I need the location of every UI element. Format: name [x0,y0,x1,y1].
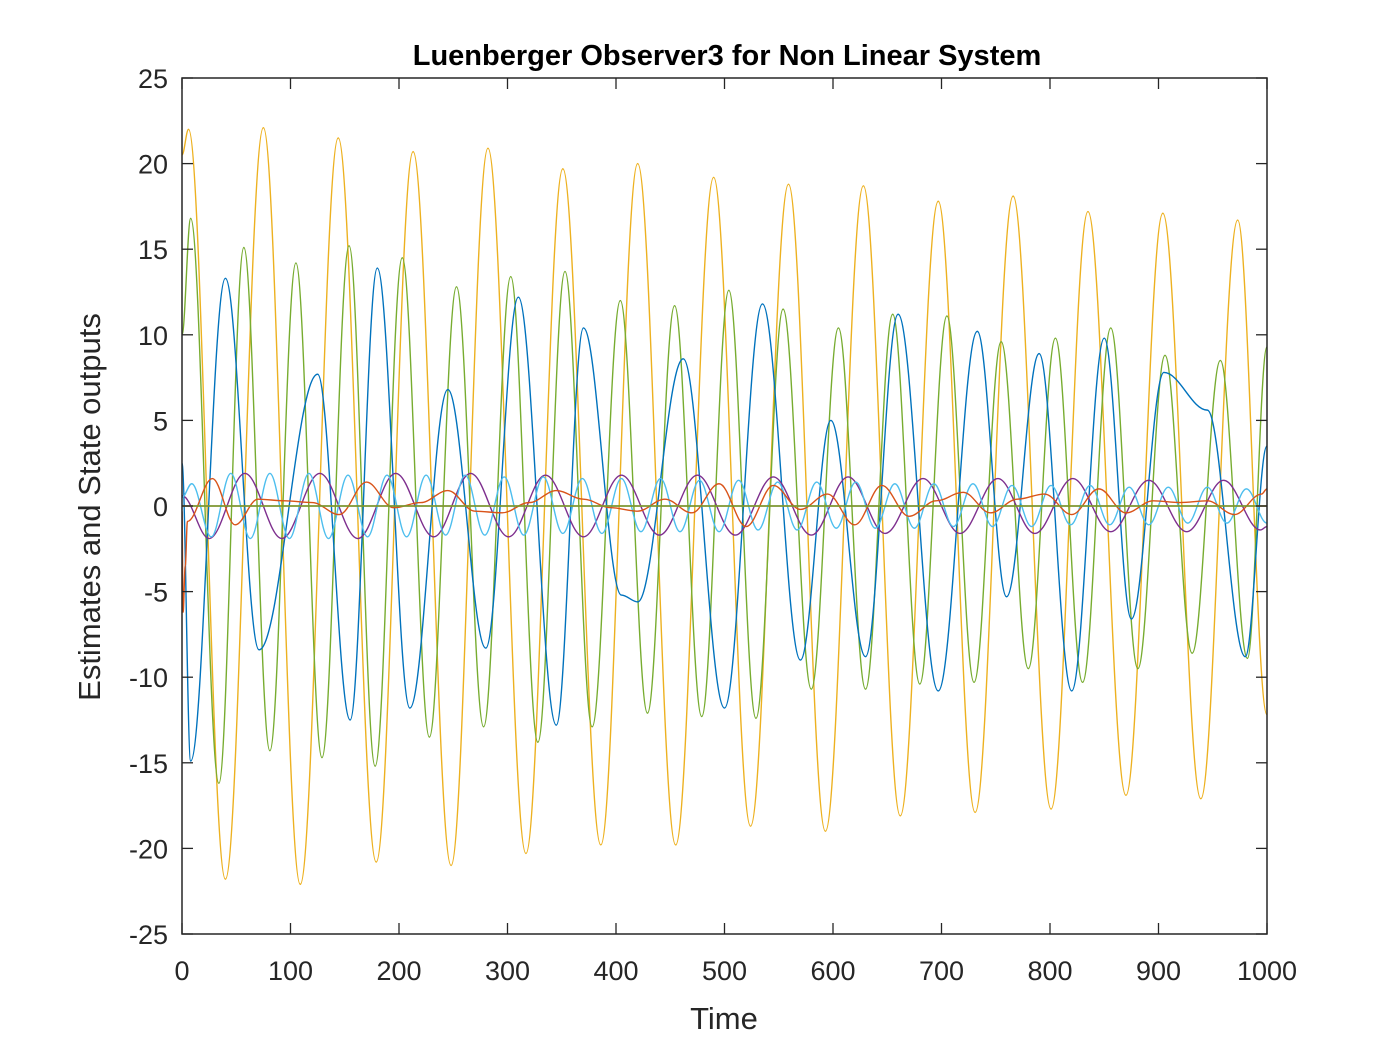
x-tick-label: 500 [702,956,747,986]
x-axis-label: Time [690,1001,758,1036]
y-tick-label: 25 [138,64,168,94]
y-tick-label: -25 [129,920,168,950]
y-tick-label: 15 [138,235,168,265]
series-line-6 [182,477,1267,613]
x-tick-label: 100 [268,956,313,986]
series-layer [182,126,1267,886]
y-tick-label: -20 [129,834,168,864]
y-tick-label: 0 [153,492,168,522]
y-tick-label: 5 [153,406,168,436]
x-tick-label: 1000 [1237,956,1297,986]
chart-title: Luenberger Observer3 for Non Linear Syst… [413,40,1042,72]
series-line-5 [182,472,1267,540]
x-tick-label: 200 [376,956,421,986]
ticks-layer: 0 100 200 300 400 500 600 700 800 900 1000-25-20-1… [129,64,1297,986]
y-tick-label: -15 [129,749,168,779]
series-line-4 [182,472,1267,540]
y-tick-label: -10 [129,663,168,693]
x-tick-label: 0 [174,956,189,986]
x-tick-label: 700 [919,956,964,986]
x-tick-label: 900 [1136,956,1181,986]
x-tick-label: 400 [593,956,638,986]
series-line-1 [182,126,1267,886]
x-tick-label: 600 [810,956,855,986]
series-line-3 [182,267,1267,762]
y-tick-label: 20 [138,150,168,180]
y-axis-label: Estimates and State outputs [72,313,107,701]
y-tick-label: 10 [138,321,168,351]
x-tick-label: 300 [485,956,530,986]
y-tick-label: -5 [144,578,168,608]
x-tick-label: 800 [1027,956,1072,986]
series-line-2 [182,217,1267,785]
